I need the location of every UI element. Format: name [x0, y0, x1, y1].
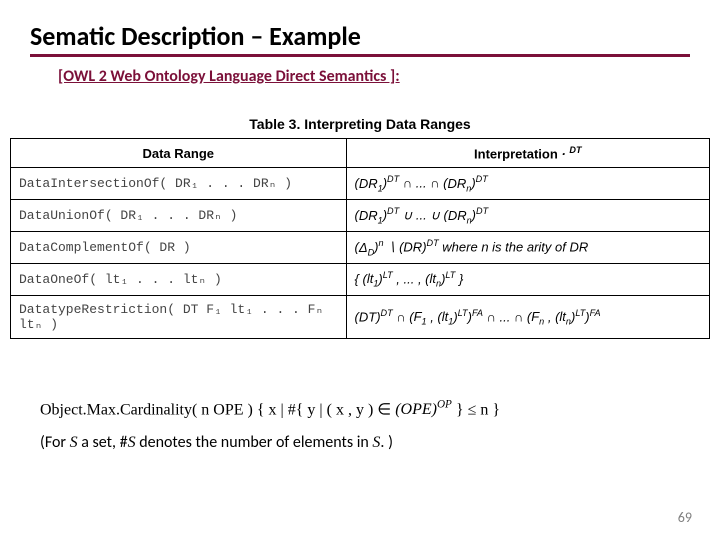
- slide-subtitle: [OWL 2 Web Ontology Language Direct Sema…: [58, 67, 690, 86]
- note-end: . ): [380, 433, 393, 452]
- note-var: S: [70, 434, 78, 451]
- cell-interp: { (lt1)LT , ... , (ltn)LT }: [346, 264, 709, 296]
- cardinality-line: Object.Max.Cardinality( n OPE ) { x | #{…: [40, 399, 690, 419]
- note-var: S: [128, 434, 136, 451]
- cell-interp: (DR1)DT ∪ ... ∪ (DRn)DT: [346, 200, 709, 232]
- table-row: DatatypeRestriction( DT F₁ lt₁ . . . Fₙ …: [11, 296, 710, 339]
- cell-range: DatatypeRestriction( DT F₁ lt₁ . . . Fₙ …: [11, 296, 347, 339]
- th-data-range: Data Range: [11, 139, 347, 168]
- cell-interp: (DR1)DT ∩ ... ∩ (DRn)DT: [346, 168, 709, 200]
- slide-title: Sematic Description – Example: [30, 20, 690, 57]
- table-row: DataComplementOf( DR ) (ΔD)n ∖ (DR)DT wh…: [11, 232, 710, 264]
- th-interp-label: Interpretation: [474, 146, 558, 161]
- cell-range: DataOneOf( lt₁ . . . ltₙ ): [11, 264, 347, 296]
- th-interpretation: Interpretation · DT: [346, 139, 709, 168]
- note-line: (For S a set, #S denotes the number of e…: [40, 433, 690, 452]
- th-interp-dot: ·: [558, 146, 570, 161]
- cell-interp: (ΔD)n ∖ (DR)DT where n is the arity of D…: [346, 232, 709, 264]
- cell-range: DataIntersectionOf( DR₁ . . . DRₙ ): [11, 168, 347, 200]
- cell-range: DataComplementOf( DR ): [11, 232, 347, 264]
- data-range-table: Data Range Interpretation · DT DataInter…: [10, 138, 710, 339]
- table-wrap: Table 3. Interpreting Data Ranges Data R…: [30, 116, 690, 339]
- note-prefix: (For: [40, 433, 70, 452]
- table-row: DataIntersectionOf( DR₁ . . . DRₙ ) (DR1…: [11, 168, 710, 200]
- cell-range: DataUnionOf( DR₁ . . . DRₙ ): [11, 200, 347, 232]
- table-row: DataUnionOf( DR₁ . . . DRₙ ) (DR1)DT ∪ .…: [11, 200, 710, 232]
- note-mid: a set, #: [78, 433, 128, 452]
- th-interp-sup: DT: [569, 145, 581, 155]
- table-row: DataOneOf( lt₁ . . . ltₙ ) { (lt1)LT , .…: [11, 264, 710, 296]
- table-caption: Table 3. Interpreting Data Ranges: [30, 116, 690, 132]
- cell-interp: (DT)DT ∩ (F1 , (lt1)LT)FA ∩ ... ∩ (Fn , …: [346, 296, 709, 339]
- page-number: 69: [678, 509, 692, 526]
- note-mid2: denotes the number of elements in: [136, 433, 373, 452]
- slide: Sematic Description – Example [OWL 2 Web…: [0, 0, 720, 540]
